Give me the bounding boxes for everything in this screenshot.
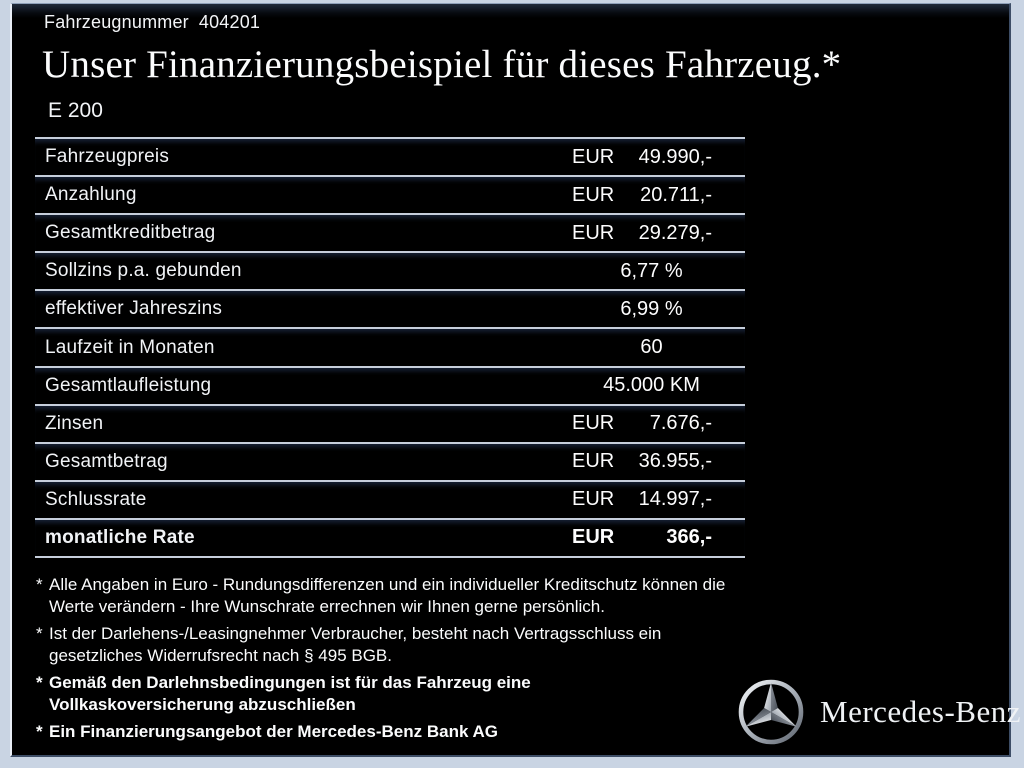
footnote-text: Ein Finanzierungsangebot der Mercedes-Be… <box>49 721 498 743</box>
footnotes: * Alle Angaben in Euro - Rundungsdifferen… <box>36 574 752 748</box>
footnote-line: Ein Finanzierungsangebot der Mercedes-Be… <box>49 722 499 741</box>
row-value: EUR 36.955,- <box>572 450 745 473</box>
vehicle-number-value: 404201 <box>198 12 261 32</box>
footnote-line: Werte verändern - Ihre Wunschrate errech… <box>49 597 605 616</box>
footnote-line: Alle Angaben in Euro - Rundungsdifferenz… <box>49 575 726 594</box>
row-amount: 6,77 % <box>620 259 683 282</box>
row-amount: 29.279,- <box>638 221 712 244</box>
row-amount: 49.990,- <box>638 145 712 168</box>
row-label: Anzahlung <box>45 184 137 206</box>
finance-sheet: Fahrzeugnummer 404201 Unser Finanzierungs… <box>10 3 1021 757</box>
row-value: EUR 20.711,- <box>572 184 745 207</box>
row-value: 45.000 KM <box>572 374 745 397</box>
row-label: Sollzins p.a. gebunden <box>45 260 242 282</box>
table-row: Gesamtbetrag EUR 36.955,- <box>35 441 745 480</box>
row-amount: 20.711,- <box>640 183 712 206</box>
brand-wordmark: Mercedes-Benz <box>820 694 1022 729</box>
table-row: Sollzins p.a. gebunden 6,77 % <box>35 251 745 289</box>
row-currency: EUR <box>572 526 615 549</box>
row-label: effektiver Jahreszins <box>45 298 223 320</box>
row-label: Laufzeit in Monaten <box>45 336 215 358</box>
row-amount: 60 <box>640 336 663 359</box>
row-amount: 366,- <box>666 526 712 549</box>
table-row: Anzahlung EUR 20.711,- <box>35 175 745 213</box>
footnote: * Ein Finanzierungsangebot der Mercedes-B… <box>36 721 752 743</box>
footnote-text: Gemäß den Darlehnsbedingungen ist für da… <box>49 672 531 716</box>
table-row: Gesamtlaufleistung 45.000 KM <box>35 365 745 404</box>
row-label: Gesamtkreditbetrag <box>45 222 216 244</box>
row-currency: EUR <box>572 450 615 473</box>
row-label: Gesamtlaufleistung <box>45 374 212 396</box>
row-currency: EUR <box>572 221 615 244</box>
row-amount: 36.955,- <box>638 450 712 473</box>
row-value: EUR 14.997,- <box>572 488 745 511</box>
row-currency: EUR <box>572 145 615 168</box>
footnote: * Ist der Darlehens-/Leasingnehmer Verbra… <box>36 623 752 667</box>
footnote-line: Gemäß den Darlehnsbedingungen ist für da… <box>49 673 531 692</box>
page-title: Unser Finanzierungsbeispiel für dieses F… <box>42 43 842 86</box>
footnote-marker: * <box>36 575 43 594</box>
footnote-line: Ist der Darlehens-/Leasingnehmer Verbrau… <box>49 624 662 643</box>
table-row: Fahrzeugpreis EUR 49.990,- <box>35 137 745 175</box>
brand-block: Mercedes-Benz <box>734 675 1021 749</box>
footnote-marker: * <box>36 624 43 643</box>
row-value: 60 <box>572 336 745 359</box>
table-row: Laufzeit in Monaten 60 <box>35 327 745 365</box>
footnote: * Gemäß den Darlehnsbedingungen ist für d… <box>36 672 752 716</box>
row-value: 6,99 % <box>572 298 745 321</box>
table-row: effektiver Jahreszins 6,99 % <box>35 289 745 327</box>
row-currency: EUR <box>572 183 615 206</box>
row-value: 6,77 % <box>572 260 745 283</box>
table-row: monatliche Rate EUR 366,- <box>35 517 745 556</box>
row-amount: 7.676,- <box>649 412 712 435</box>
vehicle-number-label: Fahrzeugnummer <box>44 12 189 32</box>
row-value: EUR 29.279,- <box>572 222 745 245</box>
footnote-text: Alle Angaben in Euro - Rundungsdifferenz… <box>49 574 725 618</box>
vehicle-number: Fahrzeugnummer 404201 <box>44 12 260 33</box>
vehicle-model: E 200 <box>48 99 103 122</box>
footnote-text: Ist der Darlehens-/Leasingnehmer Verbrau… <box>49 623 661 667</box>
footnote-line: Vollkaskoversicherung abzuschließen <box>49 695 356 714</box>
table-row: Gesamtkreditbetrag EUR 29.279,- <box>35 213 745 251</box>
footnote-marker: * <box>36 722 43 741</box>
table-row: Zinsen EUR 7.676,- <box>35 403 745 442</box>
row-currency: EUR <box>572 488 615 511</box>
row-amount: 6,99 % <box>620 297 683 320</box>
row-label: Schlussrate <box>45 488 147 510</box>
table-row: Schlussrate EUR 14.997,- <box>35 479 745 518</box>
row-value: EUR 366,- <box>572 526 745 549</box>
row-value: EUR 7.676,- <box>572 412 745 435</box>
footnote-marker: * <box>36 673 43 692</box>
footnote: * Alle Angaben in Euro - Rundungsdifferen… <box>36 574 752 618</box>
footnote-line: gesetzliches Widerrufsrecht nach § 495 B… <box>49 646 392 665</box>
row-label: monatliche Rate <box>45 526 195 548</box>
row-amount: 14.997,- <box>638 488 712 511</box>
row-value: EUR 49.990,- <box>572 146 745 169</box>
mercedes-star-icon <box>738 679 804 745</box>
finance-table: Fahrzeugpreis EUR 49.990,- Anzahlung EUR 20.7… <box>35 137 745 558</box>
row-label: Gesamtbetrag <box>45 450 168 472</box>
row-currency: EUR <box>572 412 615 435</box>
row-amount: 45.000 KM <box>603 374 700 397</box>
row-label: Zinsen <box>45 412 104 434</box>
row-label: Fahrzeugpreis <box>45 146 170 168</box>
